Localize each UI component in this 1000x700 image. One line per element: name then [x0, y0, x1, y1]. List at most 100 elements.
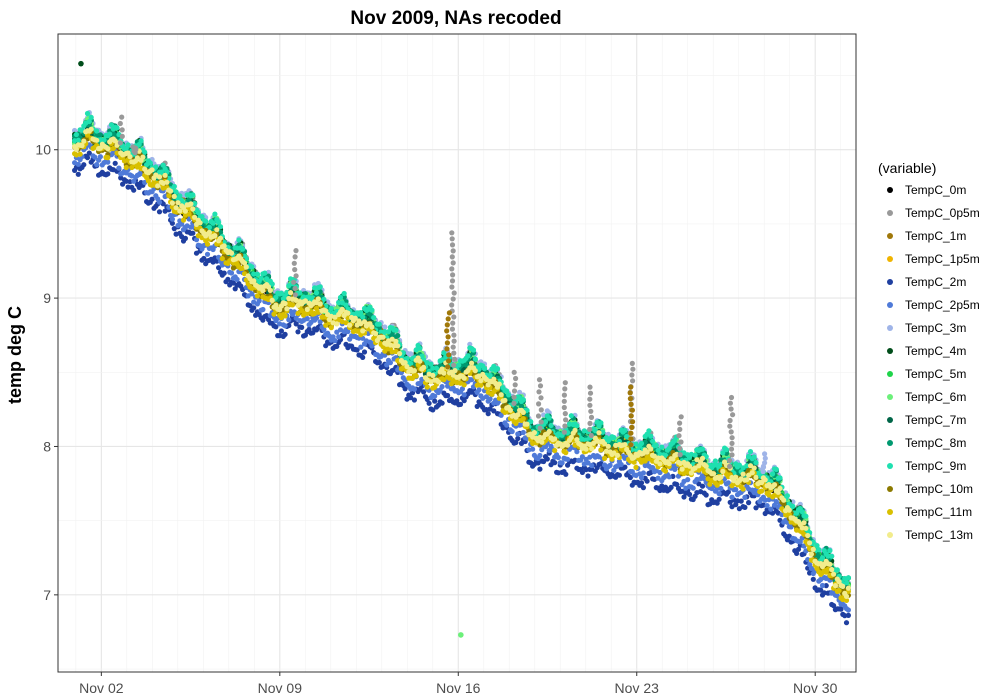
data-point [334, 329, 340, 335]
data-point [228, 270, 235, 276]
data-point [304, 316, 310, 322]
data-point [125, 184, 131, 190]
data-point [395, 333, 401, 339]
data-point [779, 512, 785, 518]
data-point [361, 349, 368, 355]
data-point [539, 447, 545, 453]
data-point [537, 452, 543, 459]
data-points [72, 60, 852, 638]
data-point [685, 477, 691, 483]
data-point [334, 343, 340, 349]
data-point [345, 328, 351, 335]
data-point [457, 401, 464, 407]
data-point [485, 411, 491, 417]
data-point [690, 485, 696, 491]
data-point [225, 276, 231, 282]
data-point [746, 500, 752, 506]
data-point [201, 255, 207, 262]
data-point [75, 161, 81, 167]
data-point [618, 461, 624, 468]
data-point [317, 319, 323, 325]
data-point [773, 499, 779, 505]
data-point [411, 386, 417, 392]
data-point [179, 221, 185, 227]
data-point [439, 400, 445, 406]
data-point [668, 484, 674, 490]
data-point [105, 159, 111, 165]
data-point [169, 216, 175, 222]
data-point [515, 431, 521, 437]
data-point [513, 439, 519, 446]
data-point [282, 323, 288, 329]
data-point [838, 606, 844, 612]
data-point [544, 456, 550, 462]
data-point [555, 454, 562, 461]
data-point [156, 199, 163, 205]
data-point [382, 324, 388, 330]
data-point [341, 294, 347, 300]
data-point [537, 466, 543, 472]
data-point [559, 460, 565, 466]
data-point [432, 398, 438, 404]
data-point [84, 155, 91, 161]
data-point [585, 460, 591, 466]
data-point [313, 315, 320, 321]
data-point [797, 539, 803, 545]
data-point [640, 470, 647, 476]
data-point [742, 494, 748, 500]
data-point [703, 492, 709, 498]
data-point [716, 496, 722, 502]
data-point [520, 429, 526, 436]
data-point [727, 499, 733, 505]
data-point [563, 471, 569, 477]
data-point [204, 251, 211, 257]
data-point [336, 334, 342, 340]
data-point [360, 354, 366, 360]
data-point [221, 270, 227, 276]
data-point [819, 582, 826, 589]
data-point [445, 392, 451, 399]
data-point [86, 150, 92, 156]
data-point [650, 465, 656, 471]
data-point [306, 326, 312, 332]
data-point [81, 162, 87, 168]
data-point [729, 494, 735, 500]
data-point [583, 467, 589, 473]
data-point [517, 389, 523, 395]
data-point [358, 344, 364, 350]
data-point [182, 235, 188, 241]
data-point [97, 154, 103, 160]
data-point [657, 469, 663, 476]
data-point [461, 392, 467, 398]
data-point [565, 456, 571, 462]
data-point [845, 612, 852, 619]
data-point [408, 351, 414, 357]
data-point [112, 160, 118, 166]
data-point [131, 178, 137, 184]
data-point [461, 398, 467, 404]
data-point [638, 475, 645, 481]
data-point [616, 472, 623, 478]
data-point [332, 338, 338, 344]
data-point [640, 485, 647, 491]
data-point [657, 487, 663, 494]
data-point [75, 171, 81, 177]
data-point [552, 460, 558, 466]
data-point [810, 576, 816, 582]
data-point [733, 487, 739, 493]
data-point [666, 474, 672, 480]
data-point [843, 620, 850, 626]
data-point [216, 265, 222, 271]
chart-title: Nov 2009, NAs recoded [350, 8, 561, 29]
data-point [718, 485, 724, 492]
data-point [845, 607, 852, 613]
data-point [699, 483, 706, 489]
data-point [432, 393, 438, 399]
data-point [421, 389, 427, 395]
series-TempC_2m [72, 150, 852, 626]
data-point [260, 306, 266, 313]
plot-panel [57, 33, 857, 673]
data-point [674, 481, 680, 487]
data-point [186, 197, 192, 203]
